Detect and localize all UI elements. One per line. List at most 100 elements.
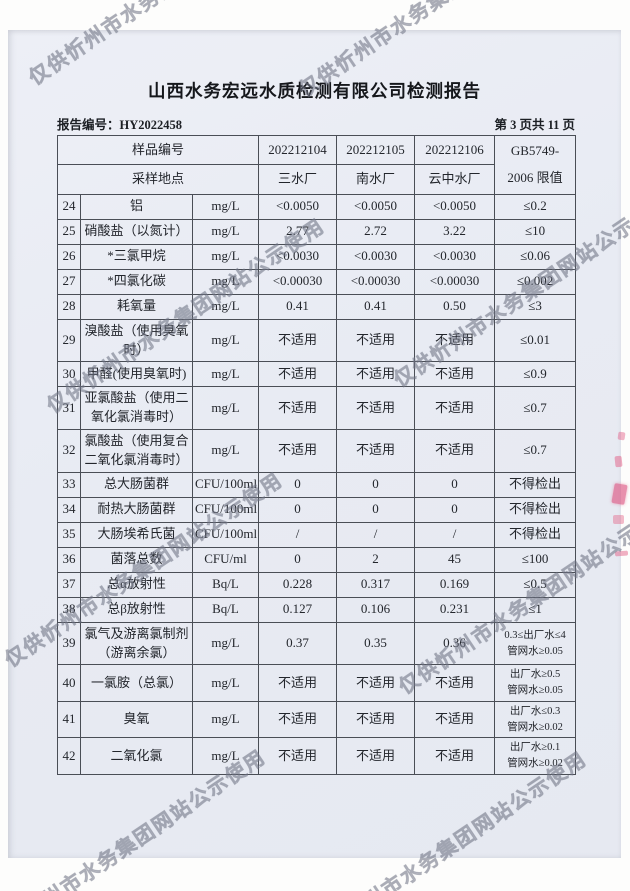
row-number: 37 bbox=[57, 571, 81, 598]
value-cell: <0.0030 bbox=[258, 243, 338, 270]
param-unit: mg/L bbox=[191, 268, 260, 295]
row-number: 31 bbox=[57, 386, 81, 431]
param-unit: mg/L bbox=[191, 243, 260, 270]
value-cell: 45 bbox=[414, 546, 496, 573]
row-number: 29 bbox=[57, 318, 81, 363]
value-cell: 2.72 bbox=[336, 218, 416, 245]
limit-line: 出厂水≥0.1 bbox=[509, 742, 561, 754]
table-row: 32 氯酸盐（使用复合二氧化氯消毒时） mg/L 不适用 不适用 不适用 ≤0.7 bbox=[57, 429, 577, 473]
value-cell: 3.22 bbox=[414, 218, 496, 245]
param-name: 二氧化氯 bbox=[80, 737, 193, 775]
param-unit: mg/L bbox=[191, 621, 260, 666]
value-cell: <0.0030 bbox=[414, 243, 496, 270]
value-cell: 0.50 bbox=[414, 293, 496, 320]
value-cell: 0 bbox=[258, 471, 338, 498]
table-row: 25 硝酸盐（以氮计） mg/L 2.77 2.72 3.22 ≤10 bbox=[57, 218, 577, 245]
limit-line: 不得检出 bbox=[509, 526, 562, 542]
value-cell: 不适用 bbox=[414, 318, 496, 363]
value-cell: 0.127 bbox=[258, 596, 338, 623]
param-name: 耗氧量 bbox=[80, 293, 193, 320]
table-row: 42 二氧化氯 mg/L 不适用 不适用 不适用 出厂水≥0.1 管网水≥0.02 bbox=[57, 737, 577, 775]
limit-line: ≤10 bbox=[524, 223, 546, 239]
param-name: 溴酸盐（使用臭氧时） bbox=[80, 318, 193, 363]
value-cell: 不适用 bbox=[258, 386, 338, 431]
param-unit: mg/L bbox=[191, 193, 260, 220]
red-stamp-mark bbox=[617, 431, 626, 441]
row-number: 38 bbox=[57, 596, 81, 623]
value-cell: 不适用 bbox=[414, 700, 496, 739]
limit-line: 不得检出 bbox=[509, 501, 562, 517]
limit-cell: 出厂水≥0.5 管网水≥0.05 bbox=[494, 664, 577, 702]
param-unit: mg/L bbox=[191, 664, 260, 702]
limit-cell: 不得检出 bbox=[494, 496, 577, 523]
value-cell: 不适用 bbox=[336, 361, 416, 388]
value-cell: <0.0050 bbox=[336, 193, 416, 220]
value-cell: 不适用 bbox=[258, 429, 338, 473]
param-unit: CFU/100ml bbox=[191, 521, 260, 548]
value-cell: 0.228 bbox=[258, 571, 338, 598]
limit-cell: ≤0.7 bbox=[494, 386, 577, 431]
value-cell: 0.231 bbox=[414, 596, 496, 623]
sample-id-label: 样品编号 bbox=[56, 134, 260, 166]
param-name: 耐热大肠菌群 bbox=[80, 496, 193, 523]
limit-line: 出厂水≤0.3 bbox=[509, 705, 561, 717]
value-cell: 2.77 bbox=[258, 218, 338, 245]
report-number: 报告编号：HY2022458 bbox=[57, 118, 183, 132]
row-number: 40 bbox=[57, 664, 81, 702]
param-unit: mg/L bbox=[191, 386, 260, 431]
value-cell: 不适用 bbox=[336, 386, 416, 431]
table-header-row-1: 样品编号 202212104 202212105 202212106 GB574… bbox=[56, 134, 577, 195]
value-cell: 不适用 bbox=[414, 361, 496, 388]
param-unit: mg/L bbox=[191, 361, 260, 388]
value-cell: 不适用 bbox=[414, 386, 496, 431]
value-cell: <0.00030 bbox=[258, 268, 338, 295]
limit-cell: ≤0.01 bbox=[494, 318, 577, 363]
param-name: 大肠埃希氏菌 bbox=[80, 521, 193, 548]
limit-header-line1: GB5749- bbox=[510, 143, 560, 158]
limit-line: ≤0.01 bbox=[520, 332, 550, 348]
table-header-row-2: 采样地点 三水厂 南水厂 云中水厂 bbox=[56, 164, 576, 195]
param-unit: mg/L bbox=[191, 700, 260, 739]
table-row: 27 *四氯化碳 mg/L <0.00030 <0.00030 <0.00030 ≤0.00… bbox=[57, 268, 577, 295]
limit-cell: ≤0.9 bbox=[494, 361, 577, 388]
limit-cell: ≤3 bbox=[494, 293, 577, 320]
row-number: 35 bbox=[57, 521, 81, 548]
limit-line: ≤0.2 bbox=[523, 198, 547, 214]
param-name: 臭氧 bbox=[80, 700, 193, 739]
param-name: 总大肠菌群 bbox=[80, 471, 193, 498]
value-cell: 不适用 bbox=[336, 737, 416, 775]
table-row: 40 一氯胺（总氯） mg/L 不适用 不适用 不适用 出厂水≥0.5 管网水≥0.05 bbox=[57, 664, 577, 702]
sample-id: 202212104 bbox=[258, 134, 338, 166]
limit-line: 管网水≥0.05 bbox=[507, 685, 563, 697]
table-row: 30 甲醛(使用臭氧时) mg/L 不适用 不适用 不适用 ≤0.9 bbox=[57, 361, 577, 388]
results-table-body: 24 铝 mg/L <0.0050 <0.0050 <0.0050 ≤0.2 25 硝酸盐（以氮… bbox=[57, 193, 577, 775]
row-number: 42 bbox=[57, 737, 81, 775]
limit-line: ≤0.7 bbox=[523, 399, 547, 415]
value-cell: 0.36 bbox=[414, 621, 496, 666]
value-cell: 不适用 bbox=[258, 700, 338, 739]
limit-cell: 0.3≤出厂水≤4 管网水≥0.05 bbox=[494, 621, 577, 666]
table-row: 24 铝 mg/L <0.0050 <0.0050 <0.0050 ≤0.2 bbox=[57, 193, 577, 220]
param-unit: mg/L bbox=[191, 737, 260, 775]
row-number: 26 bbox=[57, 243, 81, 270]
value-cell: 2 bbox=[336, 546, 416, 573]
value-cell: 不适用 bbox=[336, 700, 416, 739]
value-cell: / bbox=[258, 521, 338, 548]
table-row: 31 亚氯酸盐（使用二氧化氯消毒时） mg/L 不适用 不适用 不适用 ≤0.7 bbox=[57, 386, 577, 431]
report-meta: 报告编号：HY2022458 第 3 页共 11 页 bbox=[57, 114, 575, 133]
limit-cell: ≤0.2 bbox=[494, 193, 577, 220]
limit-line: ≤0.9 bbox=[523, 365, 547, 381]
value-cell: 不适用 bbox=[336, 664, 416, 702]
param-unit: mg/L bbox=[191, 218, 260, 245]
limit-cell: ≤0.002 bbox=[494, 268, 577, 295]
limit-cell: 出厂水≥0.1 管网水≥0.02 bbox=[494, 737, 577, 775]
param-name: 铝 bbox=[80, 193, 193, 220]
value-cell: 0 bbox=[414, 496, 496, 523]
red-stamp-mark bbox=[614, 550, 629, 557]
value-cell: 0 bbox=[336, 471, 416, 498]
value-cell: 不适用 bbox=[414, 429, 496, 473]
limit-cell: 不得检出 bbox=[494, 521, 577, 548]
table-row: 37 总α放射性 Bq/L 0.228 0.317 0.169 ≤0.5 bbox=[57, 571, 577, 598]
scanned-paper: 山西水务宏远水质检测有限公司检测报告 报告编号：HY2022458 第 3 页共… bbox=[8, 30, 629, 858]
limit-line: 管网水≥0.02 bbox=[507, 758, 563, 770]
